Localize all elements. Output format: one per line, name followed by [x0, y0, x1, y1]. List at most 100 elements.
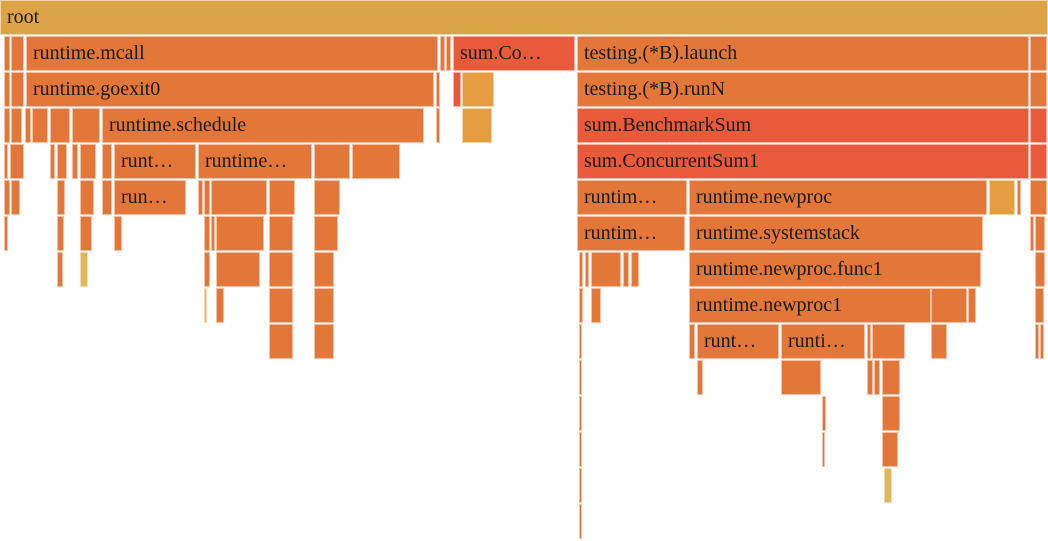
frame-unlabeled[interactable]: [314, 144, 350, 179]
frame-unlabeled[interactable]: [884, 468, 892, 503]
frame-unlabeled[interactable]: [269, 216, 293, 251]
frame-unlabeled[interactable]: [11, 108, 22, 143]
frame-unlabeled[interactable]: [57, 252, 63, 287]
frame-runtime-newproc1[interactable]: runtime.newproc1: [689, 288, 931, 323]
frame-unlabeled[interactable]: [1030, 108, 1047, 143]
frame-unlabeled[interactable]: [697, 360, 703, 395]
frame-unlabeled[interactable]: [931, 324, 947, 359]
frame-unlabeled[interactable]: [689, 324, 695, 359]
frame-unlabeled[interactable]: [1030, 36, 1047, 71]
frame-unlabeled[interactable]: [216, 216, 264, 251]
frame-unlabeled[interactable]: [11, 180, 20, 215]
frame-unlabeled[interactable]: [50, 144, 55, 179]
frame-unlabeled[interactable]: [216, 252, 260, 287]
frame-unlabeled[interactable]: [314, 288, 334, 323]
frame-unlabeled[interactable]: [11, 36, 24, 71]
frame-unlabeled[interactable]: [462, 108, 492, 143]
frame-unlabeled[interactable]: [204, 180, 210, 215]
frame-runtime-newproc-func1[interactable]: runtime.newproc.func1: [689, 252, 981, 287]
frame-unlabeled[interactable]: [446, 36, 451, 71]
frame-testing-runN[interactable]: testing.(*B).runN: [577, 72, 1029, 107]
frame-unlabeled[interactable]: [269, 252, 293, 287]
frame-unlabeled[interactable]: [591, 288, 601, 323]
frame-unlabeled[interactable]: [211, 180, 267, 215]
frame-unlabeled[interactable]: [591, 252, 621, 287]
frame-run-c[interactable]: run…: [114, 180, 186, 215]
frame-unlabeled[interactable]: [314, 216, 338, 251]
frame-unlabeled[interactable]: [822, 432, 825, 467]
frame-unlabeled[interactable]: [1035, 324, 1039, 359]
frame-unlabeled[interactable]: [968, 288, 976, 323]
frame-unlabeled[interactable]: [867, 360, 873, 395]
frame-unlabeled[interactable]: [440, 36, 445, 71]
frame-unlabeled[interactable]: [204, 288, 207, 323]
frame-unlabeled[interactable]: [80, 180, 94, 215]
frame-unlabeled[interactable]: [822, 396, 826, 431]
frame-unlabeled[interactable]: [882, 432, 898, 467]
frame-unlabeled[interactable]: [579, 288, 583, 323]
frame-unlabeled[interactable]: [579, 468, 582, 503]
frame-unlabeled[interactable]: [874, 360, 880, 395]
frame-unlabeled[interactable]: [781, 360, 821, 395]
frame-runtim-e[interactable]: runtim…: [577, 216, 685, 251]
frame-unlabeled[interactable]: [269, 288, 293, 323]
frame-unlabeled[interactable]: [50, 108, 70, 143]
frame-unlabeled[interactable]: [57, 180, 65, 215]
frame-unlabeled[interactable]: [1030, 72, 1047, 107]
frame-unlabeled[interactable]: [579, 324, 582, 359]
frame-unlabeled[interactable]: [102, 144, 112, 179]
frame-runtime-systemstack[interactable]: runtime.systemstack: [689, 216, 983, 251]
frame-unlabeled[interactable]: [1030, 180, 1047, 215]
frame-unlabeled[interactable]: [25, 108, 31, 143]
frame-unlabeled[interactable]: [216, 288, 224, 323]
frame-unlabeled[interactable]: [314, 324, 334, 359]
frame-unlabeled[interactable]: [882, 360, 900, 395]
frame-unlabeled[interactable]: [1035, 252, 1045, 287]
frame-runtim-d[interactable]: runtim…: [577, 180, 687, 215]
frame-unlabeled[interactable]: [314, 180, 340, 215]
frame-unlabeled[interactable]: [436, 72, 440, 107]
frame-runtime-schedule[interactable]: runtime.schedule: [102, 108, 424, 143]
frame-runti-g[interactable]: runti…: [781, 324, 865, 359]
frame-unlabeled[interactable]: [989, 180, 1015, 215]
frame-unlabeled[interactable]: [579, 396, 582, 431]
frame-unlabeled[interactable]: [198, 180, 203, 215]
frame-runtime-goexit0[interactable]: runtime.goexit0: [26, 72, 434, 107]
frame-unlabeled[interactable]: [867, 324, 871, 359]
frame-unlabeled[interactable]: [1030, 144, 1047, 179]
frame-unlabeled[interactable]: [4, 144, 8, 179]
frame-unlabeled[interactable]: [269, 324, 293, 359]
frame-unlabeled[interactable]: [1040, 324, 1044, 359]
frame-unlabeled[interactable]: [80, 252, 88, 287]
frame-unlabeled[interactable]: [579, 432, 582, 467]
frame-unlabeled[interactable]: [1035, 288, 1044, 323]
frame-unlabeled[interactable]: [1035, 216, 1045, 251]
frame-unlabeled[interactable]: [1030, 216, 1034, 251]
frame-unlabeled[interactable]: [4, 216, 8, 251]
frame-sum-co[interactable]: sum.Co…: [453, 36, 575, 71]
frame-unlabeled[interactable]: [352, 144, 400, 179]
frame-unlabeled[interactable]: [882, 396, 900, 431]
frame-unlabeled[interactable]: [4, 72, 10, 107]
frame-unlabeled[interactable]: [11, 72, 24, 107]
frame-unlabeled[interactable]: [4, 108, 10, 143]
frame-unlabeled[interactable]: [72, 108, 100, 143]
frame-unlabeled[interactable]: [453, 72, 461, 107]
frame-unlabeled[interactable]: [102, 180, 112, 215]
frame-runtime-newproc[interactable]: runtime.newproc: [689, 180, 987, 215]
frame-unlabeled[interactable]: [314, 252, 334, 287]
frame-unlabeled[interactable]: [4, 180, 10, 215]
frame-unlabeled[interactable]: [579, 504, 582, 539]
frame-sum-benchmark[interactable]: sum.BenchmarkSum: [577, 108, 1029, 143]
frame-unlabeled[interactable]: [204, 252, 210, 287]
frame-unlabeled[interactable]: [211, 216, 215, 251]
frame-sum-concurrent[interactable]: sum.ConcurrentSum1: [577, 144, 1029, 179]
frame-unlabeled[interactable]: [631, 252, 639, 287]
frame-unlabeled[interactable]: [4, 36, 10, 71]
frame-unlabeled[interactable]: [269, 180, 295, 215]
frame-unlabeled[interactable]: [585, 252, 589, 287]
frame-runt-f[interactable]: runt…: [697, 324, 779, 359]
frame-unlabeled[interactable]: [57, 216, 64, 251]
frame-unlabeled[interactable]: [114, 216, 122, 251]
frame-unlabeled[interactable]: [204, 216, 210, 251]
